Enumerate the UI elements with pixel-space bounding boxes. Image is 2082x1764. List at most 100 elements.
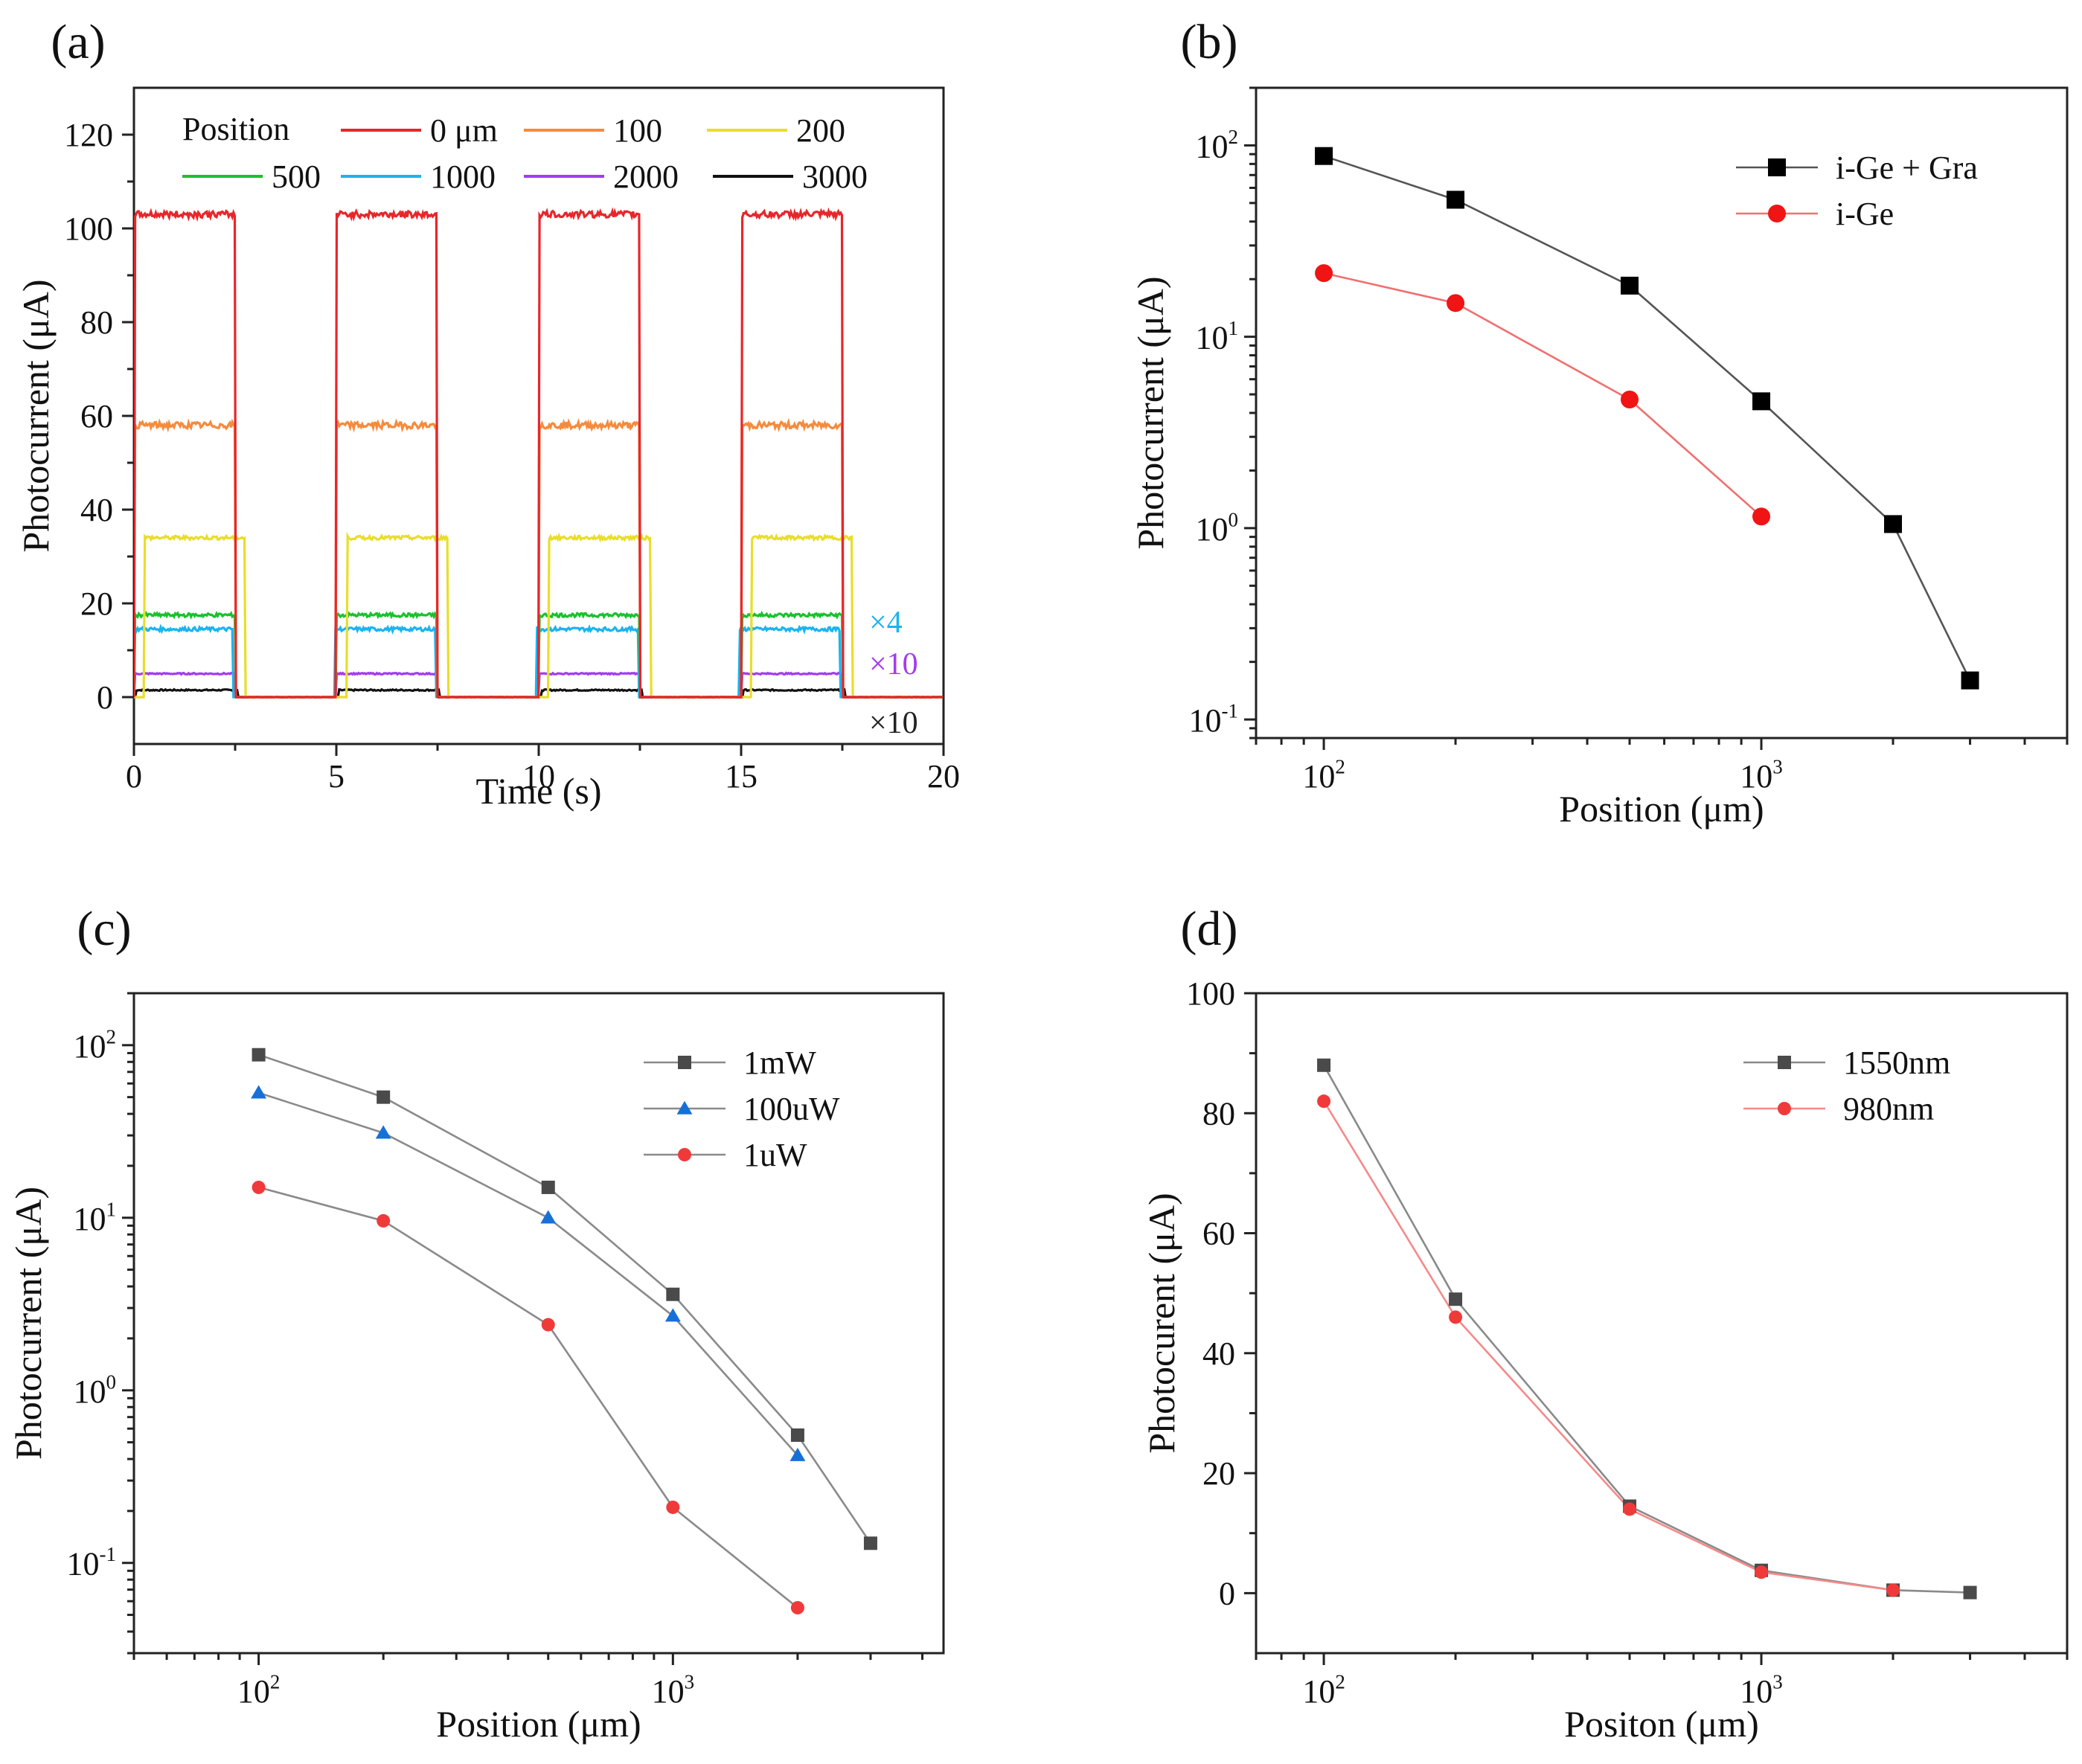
y-tick-label-c-exp: 1 — [106, 1198, 117, 1220]
data-point-b-1 — [1315, 264, 1333, 283]
legend-label-a-5: 2000 — [613, 158, 679, 195]
data-point-b-0 — [1315, 147, 1333, 165]
data-point-d-0 — [1317, 1058, 1331, 1072]
legend-swatch-marker-b-1 — [1768, 205, 1786, 222]
x-tick-label-a: 20 — [927, 758, 960, 795]
x-tick-label-c-base: 10 — [652, 1673, 685, 1710]
y-tick-label-d: 20 — [1202, 1455, 1235, 1492]
y-tick-label-b: 101 — [1196, 317, 1239, 356]
x-tick-label-b-base: 10 — [1740, 758, 1772, 795]
y-tick-label-c: 102 — [74, 1025, 117, 1064]
x-tick-label-c-base: 10 — [237, 1673, 270, 1710]
data-point-c-0 — [863, 1536, 877, 1550]
y-tick-label-d: 100 — [1186, 975, 1235, 1012]
y-tick-label-d: 0 — [1219, 1575, 1235, 1611]
y-tick-label-b: 10-1 — [1189, 700, 1239, 739]
x-tick-label-b-base: 10 — [1302, 758, 1335, 795]
data-point-b-1 — [1447, 294, 1465, 312]
legend-label-d-1: 980nm — [1843, 1091, 1934, 1127]
x-axis-title-b: Position (μm) — [1559, 788, 1764, 830]
data-point-c-1 — [375, 1125, 391, 1139]
plot-frame-d — [1255, 992, 2069, 1655]
legend-label-d-0: 1550nm — [1843, 1045, 1950, 1081]
legend-swatch-marker-c-1 — [676, 1100, 693, 1114]
data-point-b-0 — [1884, 515, 1903, 533]
y-tick-label-c: 10-1 — [67, 1543, 117, 1582]
y-axis-title-a: Photocurrent (μA) — [15, 280, 57, 553]
y-tick-label-b-exp: -1 — [1222, 700, 1239, 722]
legend-label-a-1: 100 — [613, 112, 662, 149]
data-point-d-0 — [1449, 1292, 1463, 1306]
legend-label-a-0: 0 μm — [430, 112, 498, 149]
data-point-c-2 — [666, 1500, 680, 1514]
data-point-b-0 — [1621, 276, 1639, 295]
y-tick-label-b-exp: 1 — [1229, 317, 1239, 339]
data-point-c-1 — [251, 1085, 267, 1099]
y-tick-label-b-base: 10 — [1196, 128, 1229, 164]
y-tick-label-b-exp: 0 — [1229, 508, 1239, 530]
data-point-c-2 — [252, 1180, 266, 1194]
y-tick-label-a: 20 — [80, 586, 113, 622]
legend-label-c-1: 100uW — [743, 1091, 840, 1127]
legend-title-a: Position — [182, 111, 289, 147]
series-line-b-0 — [1323, 155, 1971, 681]
x-tick-label-d-base: 10 — [1740, 1673, 1772, 1710]
legend-c: 1mW 100uW 1uW — [644, 1045, 840, 1173]
x-axis-title-d: Positon (μm) — [1564, 1703, 1759, 1745]
x-tick-label-b: 102 — [1302, 756, 1345, 795]
series-line-c-0 — [258, 1053, 872, 1545]
data-point-c-1 — [540, 1210, 557, 1224]
annotation-a-0: ×4 — [869, 606, 903, 640]
x-tick-label-d-exp: 2 — [1335, 1671, 1345, 1693]
panel-label-c: (c) — [77, 902, 131, 956]
legend-label-a-2: 200 — [796, 112, 845, 149]
y-axis-title-d: Photocurent (μA) — [1141, 1193, 1182, 1453]
data-point-c-0 — [790, 1428, 804, 1442]
data-point-c-1 — [664, 1308, 681, 1322]
annotation-a-2: ×10 — [869, 706, 918, 740]
y-tick-label-b-base: 10 — [1196, 320, 1229, 356]
data-point-d-1 — [1886, 1583, 1900, 1597]
y-tick-label-c-base: 10 — [74, 1373, 106, 1410]
data-point-b-0 — [1961, 671, 1979, 690]
y-tick-label-b: 100 — [1196, 508, 1239, 547]
x-axis-title-c: Position (μm) — [436, 1703, 641, 1745]
legend-label-c-0: 1mW — [743, 1045, 816, 1081]
legend-b: i-Ge + Gra i-Ge — [1736, 150, 1978, 232]
y-axis-title-c: Photocurrent (μA) — [7, 1187, 49, 1460]
x-tick-label-d-base: 10 — [1302, 1673, 1335, 1710]
x-tick-label-b-exp: 3 — [1772, 756, 1783, 778]
y-tick-label-c-exp: -1 — [100, 1543, 117, 1565]
y-tick-label-a: 40 — [80, 492, 113, 528]
x-tick-label-c: 102 — [237, 1671, 281, 1710]
data-point-c-1 — [789, 1447, 806, 1461]
x-tick-label-b-exp: 2 — [1335, 756, 1345, 778]
x-tick-label-a: 5 — [328, 758, 345, 795]
y-tick-label-d: 80 — [1202, 1095, 1235, 1132]
legend-label-a-6: 3000 — [802, 158, 868, 195]
legend-label-b-0: i-Ge + Gra — [1836, 150, 1978, 186]
x-tick-label-d: 103 — [1740, 1671, 1783, 1710]
data-point-d-1 — [1317, 1094, 1331, 1109]
x-tick-label-a: 10 — [522, 758, 555, 795]
panel-label-b: (b) — [1181, 15, 1238, 69]
legend-a: Position 0 μm 100 200 500 1000 2000 3000 — [182, 111, 868, 195]
y-tick-label-c-exp: 2 — [106, 1025, 117, 1048]
panel-label-a: (a) — [51, 15, 105, 69]
data-point-c-0 — [666, 1287, 680, 1301]
y-tick-label-a: 60 — [80, 398, 113, 434]
y-tick-label-b-base: 10 — [1189, 702, 1222, 739]
y-tick-label-a: 120 — [64, 117, 113, 153]
x-tick-label-b: 103 — [1740, 756, 1783, 795]
data-point-d-1 — [1755, 1565, 1769, 1579]
y-tick-label-b-base: 10 — [1196, 511, 1229, 548]
data-point-b-0 — [1447, 190, 1465, 209]
y-tick-label-c-base: 10 — [74, 1028, 106, 1065]
legend-swatch-marker-d-0 — [1778, 1056, 1791, 1069]
x-tick-label-d-exp: 3 — [1772, 1671, 1783, 1693]
legend-label-a-3: 500 — [272, 158, 321, 195]
annotation-a-1: ×10 — [869, 647, 918, 681]
legend-swatch-marker-d-1 — [1778, 1102, 1791, 1115]
